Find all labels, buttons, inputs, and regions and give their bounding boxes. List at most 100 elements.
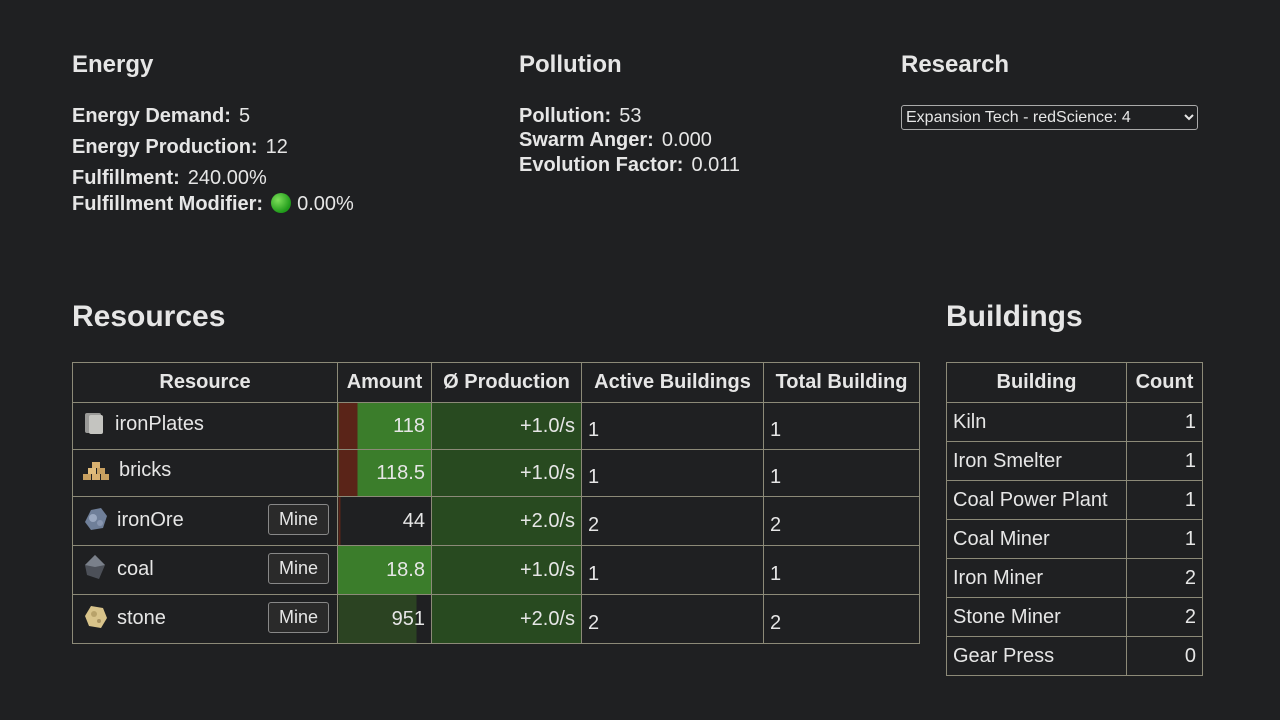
amount: 44	[337, 496, 432, 546]
stat-value: 240.00%	[187, 167, 267, 189]
stat-label: Energy Demand:	[72, 105, 231, 127]
stat: Fulfillment: 240.00%	[72, 166, 267, 190]
research-title: Research	[901, 51, 1010, 78]
building-name: Coal Miner	[946, 519, 1127, 559]
pollution-title: Pollution	[519, 51, 622, 78]
stat-value: 0.00%	[297, 193, 354, 215]
resource-icon	[81, 410, 107, 442]
resource-icon	[81, 602, 109, 636]
stat-value: 5	[238, 105, 251, 127]
total-buildings: 1	[763, 449, 920, 497]
resource-name: coal	[117, 558, 154, 580]
resource-icon	[81, 460, 111, 488]
resource-cell: bricks	[72, 449, 338, 497]
total-buildings: 2	[763, 594, 920, 644]
building-count: 1	[1126, 441, 1203, 481]
mine-button[interactable]: Mine	[267, 504, 329, 535]
stat-value: 12	[265, 136, 288, 158]
stat-label: Pollution:	[519, 105, 612, 127]
production: +1.0/s	[431, 545, 582, 595]
building-count: 2	[1126, 558, 1203, 598]
building-count: 0	[1126, 636, 1203, 676]
resource-cell: Mine ironOre	[72, 496, 338, 546]
active-buildings: 1	[581, 402, 764, 450]
column-header: Building	[946, 362, 1127, 403]
resource-name: ironPlates	[115, 413, 204, 435]
building-row: Gear Press 0	[946, 636, 1203, 676]
resource-cell: ironPlates	[72, 402, 338, 450]
total-buildings: 2	[763, 496, 920, 546]
amount: 951	[337, 594, 432, 644]
resource-row: Mine coal 18.8 +1.0/s 1 1	[72, 545, 920, 595]
building-name: Kiln	[946, 402, 1127, 442]
resource-row: bricks 118.5 +1.0/s 1 1	[72, 449, 920, 497]
stat-value: 0.000	[661, 129, 712, 151]
amount: 118	[337, 402, 432, 450]
active-buildings: 1	[581, 449, 764, 497]
building-row: Coal Miner 1	[946, 519, 1203, 559]
production: +2.0/s	[431, 594, 582, 644]
mine-button[interactable]: Mine	[267, 553, 329, 584]
stat: Swarm Anger: 0.000	[519, 128, 712, 152]
building-count: 1	[1126, 519, 1203, 559]
stat-label: Fulfillment Modifier:	[72, 193, 264, 215]
resources-table: Resource Amount Ø Production Active Buildin…	[72, 362, 920, 644]
building-row: Coal Power Plant 1	[946, 480, 1203, 520]
header-row: Resource Amount Ø Production Active Buildin…	[72, 362, 920, 403]
column-header: Active Buildings	[581, 362, 764, 403]
buildings-table: Building Count Kiln 1 Iron Smelter 1 Coal Powe…	[946, 362, 1203, 676]
stat: Fulfillment Modifier: 0.00%	[72, 192, 354, 216]
building-name: Gear Press	[946, 636, 1127, 676]
resources-title: Resources	[72, 300, 226, 333]
stat: Energy Production: 12	[72, 135, 288, 159]
building-count: 1	[1126, 402, 1203, 442]
building-row: Kiln 1	[946, 402, 1203, 442]
building-name: Stone Miner	[946, 597, 1127, 637]
resource-row: ironPlates 118 +1.0/s 1 1	[72, 402, 920, 450]
header-row: Building Count	[946, 362, 1203, 403]
resource-icon	[81, 553, 109, 587]
status-dot	[271, 193, 292, 213]
stat: Pollution: 53	[519, 104, 641, 128]
building-row: Stone Miner 2	[946, 597, 1203, 637]
active-buildings: 2	[581, 594, 764, 644]
building-row: Iron Miner 2	[946, 558, 1203, 598]
column-header: Count	[1126, 362, 1203, 403]
building-name: Coal Power Plant	[946, 480, 1127, 520]
stat: Evolution Factor: 0.011	[519, 153, 740, 177]
resource-row: Mine ironOre 44 +2.0/s 2 2	[72, 496, 920, 546]
active-buildings: 1	[581, 545, 764, 595]
stat-value: 53	[619, 105, 642, 127]
mine-button[interactable]: Mine	[267, 602, 329, 633]
stat-label: Swarm Anger:	[519, 129, 654, 151]
column-header: Ø Production	[431, 362, 582, 403]
column-header: Total Building	[763, 362, 920, 403]
total-buildings: 1	[763, 402, 920, 450]
resource-name: bricks	[119, 458, 172, 481]
stat-label: Fulfillment:	[72, 167, 180, 189]
building-name: Iron Miner	[946, 558, 1127, 598]
stat-label: Evolution Factor:	[519, 154, 684, 176]
active-buildings: 2	[581, 496, 764, 546]
amount: 18.8	[337, 545, 432, 595]
resource-name: stone	[117, 607, 166, 629]
total-buildings: 1	[763, 545, 920, 595]
resource-name: ironOre	[117, 509, 184, 531]
energy-title: Energy	[72, 51, 154, 78]
stat-label: Energy Production:	[72, 136, 258, 158]
amount: 118.5	[337, 449, 432, 497]
resource-row: Mine stone 951 +2.0/s 2 2	[72, 594, 920, 644]
stat: Energy Demand: 5	[72, 104, 250, 128]
column-header: Amount	[337, 362, 432, 403]
production: +1.0/s	[431, 402, 582, 450]
production: +1.0/s	[431, 449, 582, 497]
building-row: Iron Smelter 1	[946, 441, 1203, 481]
resource-icon	[81, 504, 109, 538]
production: +2.0/s	[431, 496, 582, 546]
resource-cell: Mine coal	[72, 545, 338, 595]
stat-value: 0.011	[691, 154, 741, 176]
resource-cell: Mine stone	[72, 594, 338, 644]
building-count: 1	[1126, 480, 1203, 520]
research-select[interactable]: Expansion Tech - redScience: 4	[901, 105, 1198, 130]
